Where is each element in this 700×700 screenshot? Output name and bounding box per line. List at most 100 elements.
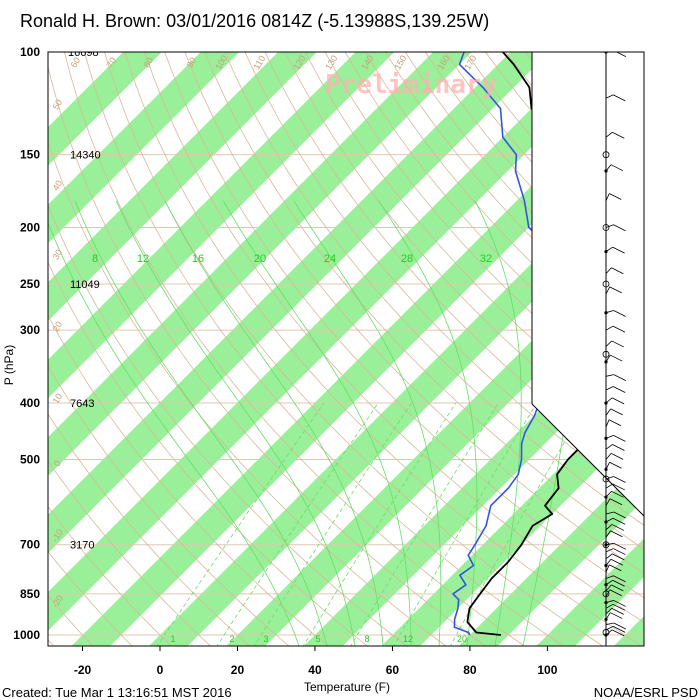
wind-barb [605, 131, 613, 138]
wind-barb [605, 374, 614, 377]
dry-adiabat-line [48, 314, 329, 646]
dry-adiabat-label: 40 [51, 179, 65, 193]
moist-adiabat-line [74, 200, 328, 646]
isotherm-band [48, 52, 627, 631]
wind-barb-flag [612, 517, 626, 525]
dry-adiabat-label: 50 [51, 98, 65, 112]
wind-barb-flag [613, 310, 626, 317]
calm-wind-circle [602, 475, 610, 483]
wind-barb-flag [609, 498, 623, 506]
wind-barb-flag [611, 607, 624, 615]
dry-adiabat-line [48, 413, 251, 646]
wind-barb [605, 548, 614, 553]
wind-barb [605, 608, 613, 615]
dry-adiabat-label: 90 [185, 56, 199, 70]
wind-barb-flag [613, 374, 627, 382]
barb-point [604, 563, 608, 568]
dry-adiabat-line [48, 261, 369, 646]
dry-adiabat-label: 80 [142, 56, 156, 70]
x-axis-label: Temperature (F) [304, 680, 390, 694]
y-tick-label: 300 [20, 323, 40, 337]
wind-barb [605, 564, 610, 573]
wind-barb-flag [613, 386, 626, 393]
wind-barb-flag [612, 483, 625, 491]
x-tick-label: 20 [231, 663, 245, 677]
y-tick-label: 250 [20, 277, 40, 291]
isotherm-bands [48, 52, 644, 646]
mixing-ratio-label: 2 [229, 634, 234, 644]
moist-adiabat-line [48, 222, 300, 646]
wind-barb-flag [612, 325, 626, 333]
moist-adiabat-line [474, 200, 522, 646]
wind-barb-flag [613, 542, 627, 550]
y-tick-label: 700 [20, 538, 40, 552]
wind-barb-flag [611, 490, 624, 498]
credit-label: NOAA/ESRL PSD [594, 685, 698, 700]
dry-adiabat-line [264, 52, 644, 479]
moist-adiabat-label: 28 [401, 253, 413, 265]
wind-barb-flag [610, 453, 624, 460]
isotherm-band [148, 151, 644, 646]
dry-adiabat-line [104, 52, 604, 646]
x-tick-label: 60 [386, 663, 400, 677]
barb-point [604, 495, 608, 499]
dry-adiabat-line [124, 52, 643, 646]
y-tick-label: 400 [20, 396, 40, 410]
mixing-ratio-label: 3 [263, 634, 268, 644]
isotherm-band [381, 383, 644, 646]
wind-barb-flag [611, 267, 624, 275]
calm-wind-circle [602, 629, 610, 636]
calm-wind-circle [602, 541, 610, 549]
y-tick-label: 200 [20, 221, 40, 235]
wind-barb-flag [610, 354, 623, 362]
chart-title: Ronald H. Brown: 03/01/2016 0814Z (-5.13… [20, 11, 489, 31]
moist-adiabat-line [378, 200, 478, 646]
wind-barb-flag [613, 626, 626, 633]
barb-point [604, 169, 608, 173]
mixing-ratio-lines [156, 402, 588, 646]
dry-adiabat-line [84, 52, 565, 646]
dry-adiabat-line [642, 25, 700, 647]
barb-point [604, 583, 608, 587]
wind-barb [605, 444, 613, 450]
dry-adiabat-line [48, 65, 486, 646]
wind-barb-flag [612, 603, 626, 611]
geopotential-height-label: 11049 [70, 279, 100, 291]
y-tick-label: 100 [20, 45, 40, 59]
moist-adiabat-label: 20 [254, 253, 266, 265]
moist-adiabat-line [223, 200, 412, 646]
barb-point [604, 467, 608, 472]
dry-adiabat-label: 20 [51, 320, 65, 334]
preliminary-watermark: Preliminary [325, 70, 497, 100]
created-timestamp: Created: Tue Mar 1 13:16:51 MST 2016 [2, 685, 232, 700]
wind-barb [605, 340, 613, 347]
wind-barb [605, 584, 612, 592]
isotherm-band [48, 52, 472, 476]
isotherm-band [71, 73, 644, 646]
wind-barb [605, 498, 611, 506]
dry-adiabat-line [48, 550, 133, 646]
dry-adiabat-label: 70 [105, 56, 119, 70]
wind-barb [605, 325, 614, 331]
dry-adiabat-line [48, 595, 94, 646]
wind-barb-flag [610, 164, 624, 172]
wind-barb [605, 286, 611, 295]
mixing-ratio-label: 5 [315, 634, 320, 644]
wind-barb [605, 224, 614, 228]
barb-point [604, 250, 608, 254]
wind-barb [605, 553, 613, 560]
moist-adiabat-line [115, 200, 356, 646]
barb-point [604, 633, 608, 637]
wind-barb-flag [612, 131, 625, 139]
mixing-ratio-line [156, 402, 325, 646]
wind-barb-flag [609, 564, 622, 572]
dewpoint-profile-line [452, 52, 561, 636]
dry-adiabat-line [224, 52, 644, 526]
wind-barb [605, 483, 613, 489]
isotherm-band [613, 615, 644, 646]
dry-adiabat-label: 130 [323, 53, 339, 71]
dry-adiabat-line [63, 52, 525, 646]
moist-adiabat-label: 12 [137, 253, 149, 265]
geopotential-height-label: 16698 [68, 47, 99, 59]
